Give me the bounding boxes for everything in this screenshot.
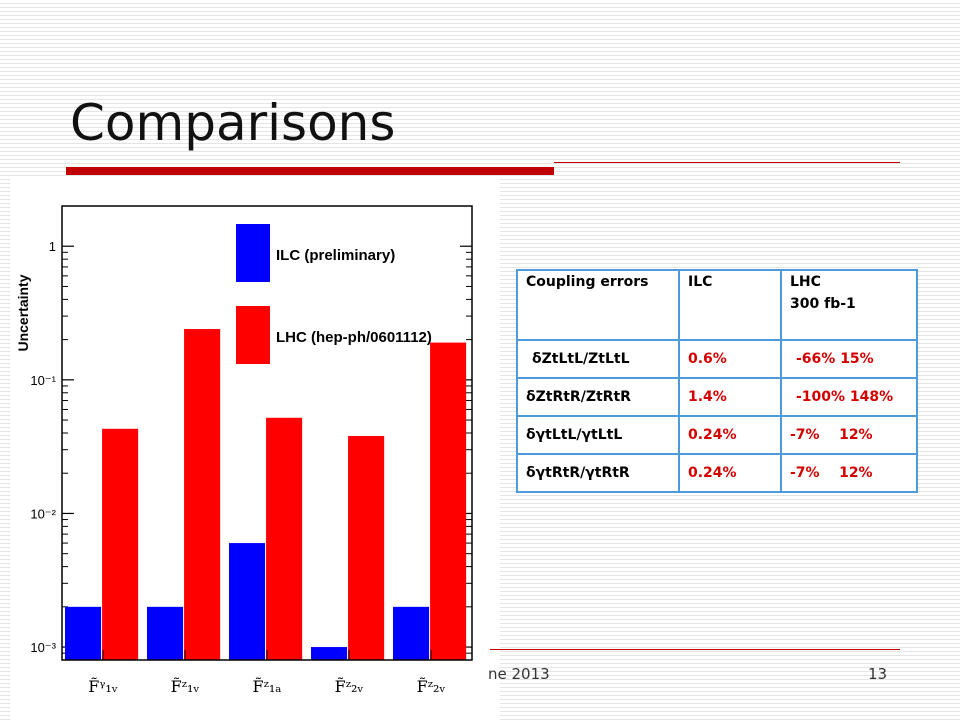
bar-lhc bbox=[102, 428, 139, 660]
x-tick-label: F̃ᶻ₂ᵥ bbox=[335, 677, 364, 696]
y-tick-label: 10⁻¹ bbox=[30, 373, 56, 388]
header-ilc: ILC bbox=[678, 269, 782, 341]
row-label: δZtLtL/ZtLtL bbox=[516, 339, 680, 379]
table-row: δZtLtL/ZtLtL 0.6% -66% 15% bbox=[516, 339, 918, 379]
row-label: δγtRtR/γtRtR bbox=[516, 453, 680, 493]
y-axis-label: Uncertainty bbox=[15, 274, 31, 351]
legend-label-lhc: LHC (hep-ph/0601112) bbox=[276, 329, 432, 346]
header-lhc-lumi: 300 fb-1 bbox=[790, 296, 856, 312]
header-lhc: LHC 300 fb-1 bbox=[780, 269, 918, 341]
chart-panel: 1 10⁻¹ 10⁻² 10⁻³ F̃ᵞ₁ᵥ F̃ᶻ₁ᵥ F̃ᶻ₁ₐ F̃ᶻ₂ᵥ F̃ᶻ₂ᵥ U… bbox=[10, 178, 500, 720]
table-row: δZtRtR/ZtRtR 1.4% -100% 148% bbox=[516, 377, 918, 417]
bar-ilc bbox=[229, 543, 266, 660]
header-lhc-label: LHC bbox=[790, 274, 821, 290]
row-ilc-value: 0.6% bbox=[678, 339, 782, 379]
bar-lhc bbox=[348, 435, 385, 660]
row-label: δγtLtL/γtLtL bbox=[516, 415, 680, 455]
row-lhc-value: -7% 12% bbox=[780, 453, 918, 493]
bar-lhc bbox=[184, 329, 221, 660]
row-lhc-value: -100% 148% bbox=[780, 377, 918, 417]
legend-label-ilc: ILC (preliminary) bbox=[276, 247, 395, 264]
x-tick-label: F̃ᶻ₂ᵥ bbox=[417, 677, 446, 696]
bar-ilc bbox=[65, 606, 102, 660]
row-ilc-value: 0.24% bbox=[678, 415, 782, 455]
title-underline bbox=[554, 162, 900, 163]
y-tick-label: 1 bbox=[49, 239, 56, 254]
bar-ilc bbox=[147, 606, 184, 660]
bar-ilc bbox=[311, 647, 348, 660]
header-coupling-errors: Coupling errors bbox=[516, 269, 680, 341]
row-ilc-value: 0.24% bbox=[678, 453, 782, 493]
uncertainty-bar-chart: 1 10⁻¹ 10⁻² 10⁻³ F̃ᵞ₁ᵥ F̃ᶻ₁ᵥ F̃ᶻ₁ₐ F̃ᶻ₂ᵥ F̃ᶻ₂ᵥ U… bbox=[15, 205, 473, 696]
row-label: δZtRtR/ZtRtR bbox=[516, 377, 680, 417]
x-tick-label: F̃ᶻ₁ᵥ bbox=[171, 677, 200, 696]
y-tick-label: 10⁻² bbox=[30, 506, 56, 521]
table-row: δγtLtL/γtLtL 0.24% -7% 12% bbox=[516, 415, 918, 455]
footer-date: ne 2013 bbox=[488, 665, 550, 683]
x-tick-label: F̃ᵞ₁ᵥ bbox=[88, 677, 118, 696]
coupling-errors-table: Coupling errors ILC LHC 300 fb-1 δZtLtL/Z… bbox=[516, 269, 918, 493]
table-header-row: Coupling errors ILC LHC 300 fb-1 bbox=[516, 269, 918, 341]
x-tick-label: F̃ᶻ₁ₐ bbox=[253, 677, 282, 696]
bar-lhc bbox=[266, 417, 303, 660]
legend-swatch-lhc bbox=[236, 306, 270, 364]
y-tick-label: 10⁻³ bbox=[30, 640, 56, 655]
row-ilc-value: 1.4% bbox=[678, 377, 782, 417]
slide-title: Comparisons bbox=[70, 94, 396, 152]
title-accent-bar bbox=[66, 167, 554, 175]
bar-ilc bbox=[393, 606, 430, 660]
bar-lhc bbox=[430, 342, 467, 660]
legend-swatch-ilc bbox=[236, 224, 270, 282]
row-lhc-value: -7% 12% bbox=[780, 415, 918, 455]
page-number: 13 bbox=[868, 665, 888, 683]
footer-divider bbox=[490, 649, 900, 650]
table-row: δγtRtR/γtRtR 0.24% -7% 12% bbox=[516, 453, 918, 493]
row-lhc-value: -66% 15% bbox=[780, 339, 918, 379]
